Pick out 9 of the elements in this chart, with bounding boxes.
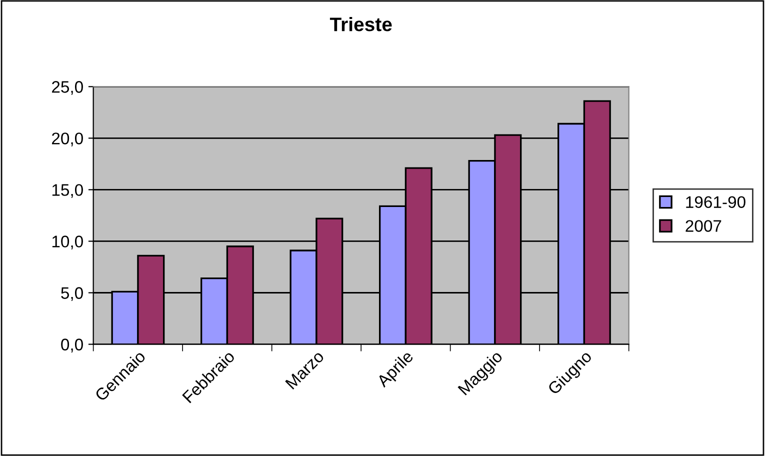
y-tick-label: 25,0 — [52, 81, 83, 95]
y-tick-label: 5,0 — [61, 287, 83, 301]
y-tick-label: 20,0 — [52, 132, 83, 146]
legend-label: 2007 — [686, 220, 722, 232]
legend-label: 1961-90 — [686, 196, 746, 208]
y-tick-label: 10,0 — [52, 236, 83, 250]
y-tick-label: 15,0 — [52, 184, 83, 198]
chart-title: Trieste — [330, 16, 392, 32]
y-tick-label: 0,0 — [61, 338, 83, 352]
